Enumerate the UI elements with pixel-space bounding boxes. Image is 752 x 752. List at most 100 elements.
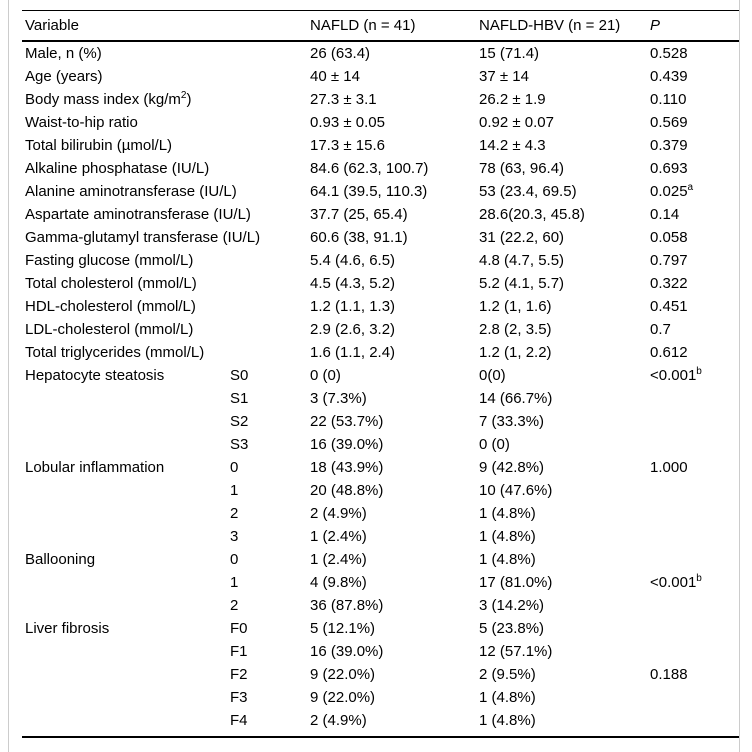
cell-nafld-value: 0 (0) bbox=[310, 367, 341, 384]
cell-nafld-value: 3 (7.3%) bbox=[310, 390, 367, 407]
cell-nafld-hbv-value: 26.2 ± 1.9 bbox=[479, 91, 546, 108]
cell-subcategory bbox=[230, 249, 310, 272]
cell-nafld-hbv-value: 1 (4.8%) bbox=[479, 689, 536, 706]
table-row: Age (years) 40 ± 14 37 ± 14 0.439 bbox=[22, 65, 739, 88]
cell-p-value: 0.451 bbox=[650, 298, 688, 315]
table-row: 3 1 (2.4%) 1 (4.8%) bbox=[22, 525, 739, 548]
cell-p-value: 0.528 bbox=[650, 45, 688, 62]
cell-subcategory: 2 bbox=[230, 597, 239, 614]
cell-subcategory: F3 bbox=[230, 689, 248, 706]
cell-nafld-hbv-value: 2.8 (2, 3.5) bbox=[479, 321, 552, 338]
cell-subcategory: 1 bbox=[230, 574, 239, 591]
table-row: F1 16 (39.0%) 12 (57.1%) bbox=[22, 640, 739, 663]
cell-subcategory: S1 bbox=[230, 390, 249, 407]
cell-subcategory bbox=[230, 134, 310, 157]
cell-p-value bbox=[650, 502, 739, 525]
cell-variable: Total cholesterol (mmol/L) bbox=[25, 275, 197, 292]
table-row: Fasting glucose (mmol/L) 5.4 (4.6, 6.5) 4.… bbox=[22, 249, 739, 272]
cell-subcategory bbox=[230, 65, 310, 88]
table-row: Ballooning 0 1 (2.4%) 1 (4.8%) bbox=[22, 548, 739, 571]
cell-nafld-value: 5 (12.1%) bbox=[310, 620, 376, 637]
cell-nafld-hbv-value: 14.2 ± 4.3 bbox=[479, 137, 546, 154]
cell-nafld-hbv-value: 78 (63, 96.4) bbox=[479, 160, 565, 177]
cell-variable bbox=[22, 663, 230, 686]
cell-p-value bbox=[650, 709, 739, 737]
cell-p-value: <0.001b bbox=[650, 366, 702, 385]
cell-subcategory bbox=[230, 41, 310, 65]
cell-subcategory bbox=[230, 295, 310, 318]
cell-nafld-hbv-value: 53 (23.4, 69.5) bbox=[479, 183, 577, 200]
table-row: Body mass index (kg/m2) 27.3 ± 3.1 26.2 ± … bbox=[22, 88, 739, 111]
cell-nafld-hbv-value: 0 (0) bbox=[479, 436, 510, 453]
cell-nafld-hbv-value: 10 (47.6%) bbox=[479, 482, 553, 499]
table-row: Waist-to-hip ratio 0.93 ± 0.05 0.92 ± 0.07… bbox=[22, 111, 739, 134]
cell-p-value: 0.14 bbox=[650, 206, 680, 223]
table-row: Total bilirubin (µmol/L) 17.3 ± 15.6 14.2 … bbox=[22, 134, 739, 157]
cell-variable: Alkaline phosphatase (IU/L) bbox=[25, 160, 210, 177]
cell-p-value bbox=[650, 686, 739, 709]
cell-subcategory: F2 bbox=[230, 666, 248, 683]
table-row: F4 2 (4.9%) 1 (4.8%) bbox=[22, 709, 739, 737]
cell-nafld-value: 17.3 ± 15.6 bbox=[310, 137, 385, 154]
table-row: Alanine aminotransferase (IU/L) 64.1 (39.… bbox=[22, 180, 739, 203]
header-subcategory bbox=[230, 10, 310, 42]
cell-variable bbox=[22, 571, 230, 594]
cell-variable: Waist-to-hip ratio bbox=[25, 114, 138, 131]
cell-variable: Gamma-glutamyl transferase (IU/L) bbox=[25, 229, 261, 246]
table-row: LDL-cholesterol (mmol/L) 2.9 (2.6, 3.2) 2.… bbox=[22, 318, 739, 341]
cell-subcategory bbox=[230, 318, 310, 341]
cell-variable: Age (years) bbox=[25, 68, 103, 85]
cell-p-value: 0.322 bbox=[650, 275, 688, 292]
header-row: Variable NAFLD (n = 41) NAFLD-HBV (n = 2… bbox=[22, 10, 739, 42]
cell-p-value: 0.379 bbox=[650, 137, 688, 154]
cell-variable: Total triglycerides (mmol/L) bbox=[25, 344, 205, 361]
cell-p-value: 0.797 bbox=[650, 252, 688, 269]
table-row: S2 22 (53.7%) 7 (33.3%) bbox=[22, 410, 739, 433]
table-row: Aspartate aminotransferase (IU/L) 37.7 (2… bbox=[22, 203, 739, 226]
cell-p-value bbox=[650, 410, 739, 433]
cell-nafld-value: 0.93 ± 0.05 bbox=[310, 114, 385, 131]
cell-subcategory bbox=[230, 272, 310, 295]
table-row: F3 9 (22.0%) 1 (4.8%) bbox=[22, 686, 739, 709]
cell-subcategory: 3 bbox=[230, 528, 239, 545]
cell-variable: Body mass index (kg/m2) bbox=[25, 90, 192, 109]
cell-nafld-hbv-value: 0.92 ± 0.07 bbox=[479, 114, 554, 131]
cell-variable: LDL-cholesterol (mmol/L) bbox=[25, 321, 194, 338]
cell-nafld-value: 37.7 (25, 65.4) bbox=[310, 206, 408, 223]
cell-subcategory: F0 bbox=[230, 620, 248, 637]
cell-p-value: 0.025a bbox=[650, 182, 694, 201]
cell-variable bbox=[22, 410, 230, 433]
cell-variable: Hepatocyte steatosis bbox=[25, 367, 165, 384]
clinical-characteristics-table: Variable NAFLD (n = 41) NAFLD-HBV (n = 2… bbox=[22, 10, 739, 738]
cell-nafld-hbv-value: 3 (14.2%) bbox=[479, 597, 545, 614]
cell-nafld-hbv-value: 9 (42.8%) bbox=[479, 459, 545, 476]
cell-nafld-value: 60.6 (38, 91.1) bbox=[310, 229, 408, 246]
cell-subcategory: F4 bbox=[230, 712, 248, 729]
cell-nafld-value: 5.4 (4.6, 6.5) bbox=[310, 252, 396, 269]
cell-subcategory: F1 bbox=[230, 643, 248, 660]
cell-subcategory: 2 bbox=[230, 505, 239, 522]
table-row: 1 4 (9.8%) 17 (81.0%) <0.001b bbox=[22, 571, 739, 594]
cell-nafld-value: 26 (63.4) bbox=[310, 45, 371, 62]
cell-p-value bbox=[650, 617, 739, 640]
cell-nafld-value: 4 (9.8%) bbox=[310, 574, 367, 591]
cell-nafld-hbv-value: 1 (4.8%) bbox=[479, 505, 536, 522]
header-p-value: P bbox=[650, 10, 739, 42]
cell-subcategory: S3 bbox=[230, 436, 249, 453]
cell-nafld-value: 4.5 (4.3, 5.2) bbox=[310, 275, 396, 292]
cell-nafld-hbv-value: 0(0) bbox=[479, 367, 506, 384]
header-variable: Variable bbox=[22, 10, 230, 42]
header-nafld-hbv-group: NAFLD-HBV (n = 21) bbox=[479, 10, 650, 42]
cell-variable: Male, n (%) bbox=[25, 45, 102, 62]
cell-subcategory: 0 bbox=[230, 459, 239, 476]
cell-nafld-value: 9 (22.0%) bbox=[310, 666, 376, 683]
cell-nafld-value: 1.2 (1.1, 1.3) bbox=[310, 298, 396, 315]
table-row: Alkaline phosphatase (IU/L) 84.6 (62.3, 1… bbox=[22, 157, 739, 180]
cell-subcategory bbox=[230, 111, 310, 134]
cell-p-value: 0.693 bbox=[650, 160, 688, 177]
cell-p-value bbox=[650, 640, 739, 663]
cell-p-value: 1.000 bbox=[650, 459, 688, 476]
cell-nafld-hbv-value: 1.2 (1, 1.6) bbox=[479, 298, 552, 315]
cell-nafld-value: 1 (2.4%) bbox=[310, 551, 367, 568]
